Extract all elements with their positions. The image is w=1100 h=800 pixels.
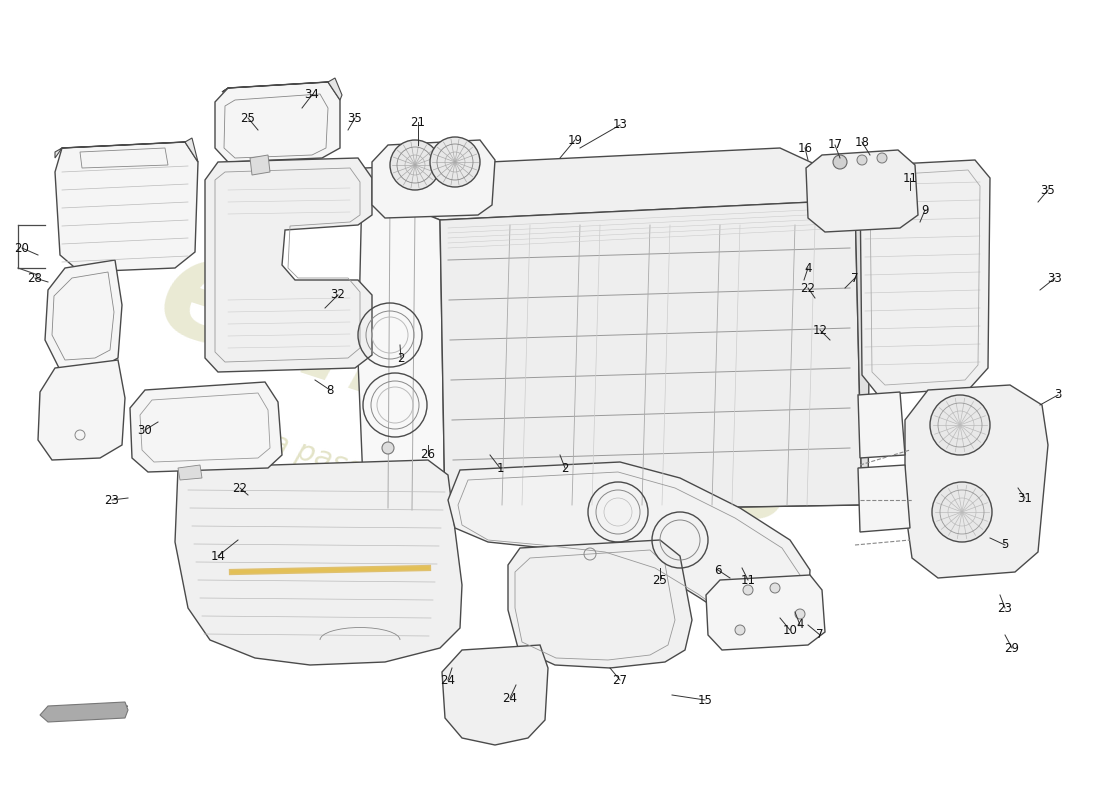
Text: 14: 14 (210, 550, 225, 562)
Circle shape (795, 609, 805, 619)
Polygon shape (250, 155, 270, 175)
Polygon shape (372, 140, 495, 218)
Text: 20: 20 (14, 242, 30, 254)
Text: 29: 29 (1004, 642, 1020, 654)
Polygon shape (362, 148, 860, 220)
Polygon shape (39, 360, 125, 460)
Polygon shape (858, 392, 905, 458)
Polygon shape (55, 142, 198, 272)
Polygon shape (860, 160, 990, 395)
Polygon shape (806, 150, 918, 232)
Text: 27: 27 (613, 674, 627, 686)
Text: 35: 35 (348, 111, 362, 125)
Polygon shape (448, 462, 810, 630)
Polygon shape (508, 540, 692, 668)
Circle shape (735, 625, 745, 635)
Text: 4: 4 (804, 262, 812, 274)
Text: 35: 35 (1041, 183, 1055, 197)
Circle shape (390, 140, 440, 190)
Polygon shape (858, 465, 910, 532)
Polygon shape (442, 645, 548, 745)
Text: 33: 33 (1047, 271, 1063, 285)
Text: 22: 22 (232, 482, 248, 494)
Text: 1: 1 (496, 462, 504, 474)
Text: 3: 3 (1054, 389, 1062, 402)
Polygon shape (358, 188, 446, 530)
Text: 15: 15 (697, 694, 713, 706)
Circle shape (742, 585, 754, 595)
Text: 25: 25 (241, 111, 255, 125)
Text: 8: 8 (327, 383, 333, 397)
Text: 18: 18 (855, 135, 869, 149)
Text: 25: 25 (652, 574, 668, 586)
Text: 22: 22 (801, 282, 815, 294)
Circle shape (932, 482, 992, 542)
Circle shape (382, 442, 394, 454)
Polygon shape (855, 185, 870, 518)
Circle shape (430, 137, 480, 187)
Text: 16: 16 (798, 142, 813, 154)
Text: 24: 24 (440, 674, 455, 686)
Text: 7: 7 (851, 271, 859, 285)
Text: 5: 5 (1001, 538, 1009, 551)
Text: 34: 34 (305, 89, 319, 102)
Polygon shape (214, 82, 340, 162)
Text: 12: 12 (813, 323, 827, 337)
Circle shape (877, 153, 887, 163)
Text: 32: 32 (331, 289, 345, 302)
Polygon shape (40, 702, 128, 722)
Text: 11: 11 (740, 574, 756, 586)
Text: 2: 2 (561, 462, 569, 474)
Polygon shape (205, 158, 372, 372)
Text: 2: 2 (397, 351, 405, 365)
Circle shape (857, 155, 867, 165)
Text: 7: 7 (816, 629, 824, 642)
Text: 4: 4 (796, 618, 804, 631)
Text: 17: 17 (827, 138, 843, 151)
Text: 26: 26 (420, 449, 436, 462)
Text: 19: 19 (568, 134, 583, 146)
Text: 10: 10 (782, 623, 797, 637)
Text: 6: 6 (714, 563, 722, 577)
Text: 13: 13 (613, 118, 627, 131)
Circle shape (770, 583, 780, 593)
Text: europes: europes (142, 220, 818, 560)
Text: 28: 28 (28, 271, 43, 285)
Circle shape (930, 395, 990, 455)
Polygon shape (440, 200, 862, 512)
Polygon shape (45, 260, 122, 370)
Text: 9: 9 (922, 203, 928, 217)
Polygon shape (175, 460, 462, 665)
Polygon shape (222, 78, 342, 100)
Text: 23: 23 (998, 602, 1012, 614)
Polygon shape (706, 575, 825, 650)
Circle shape (833, 155, 847, 169)
Text: 31: 31 (1018, 491, 1033, 505)
Polygon shape (905, 385, 1048, 578)
Text: a passion for parts since 1985: a passion for parts since 1985 (266, 429, 693, 591)
Text: 30: 30 (138, 423, 153, 437)
Polygon shape (178, 465, 202, 480)
Polygon shape (55, 138, 198, 162)
Text: 24: 24 (503, 691, 517, 705)
Text: 21: 21 (410, 115, 426, 129)
Polygon shape (130, 382, 282, 472)
Text: 11: 11 (902, 171, 917, 185)
Text: 23: 23 (104, 494, 120, 506)
